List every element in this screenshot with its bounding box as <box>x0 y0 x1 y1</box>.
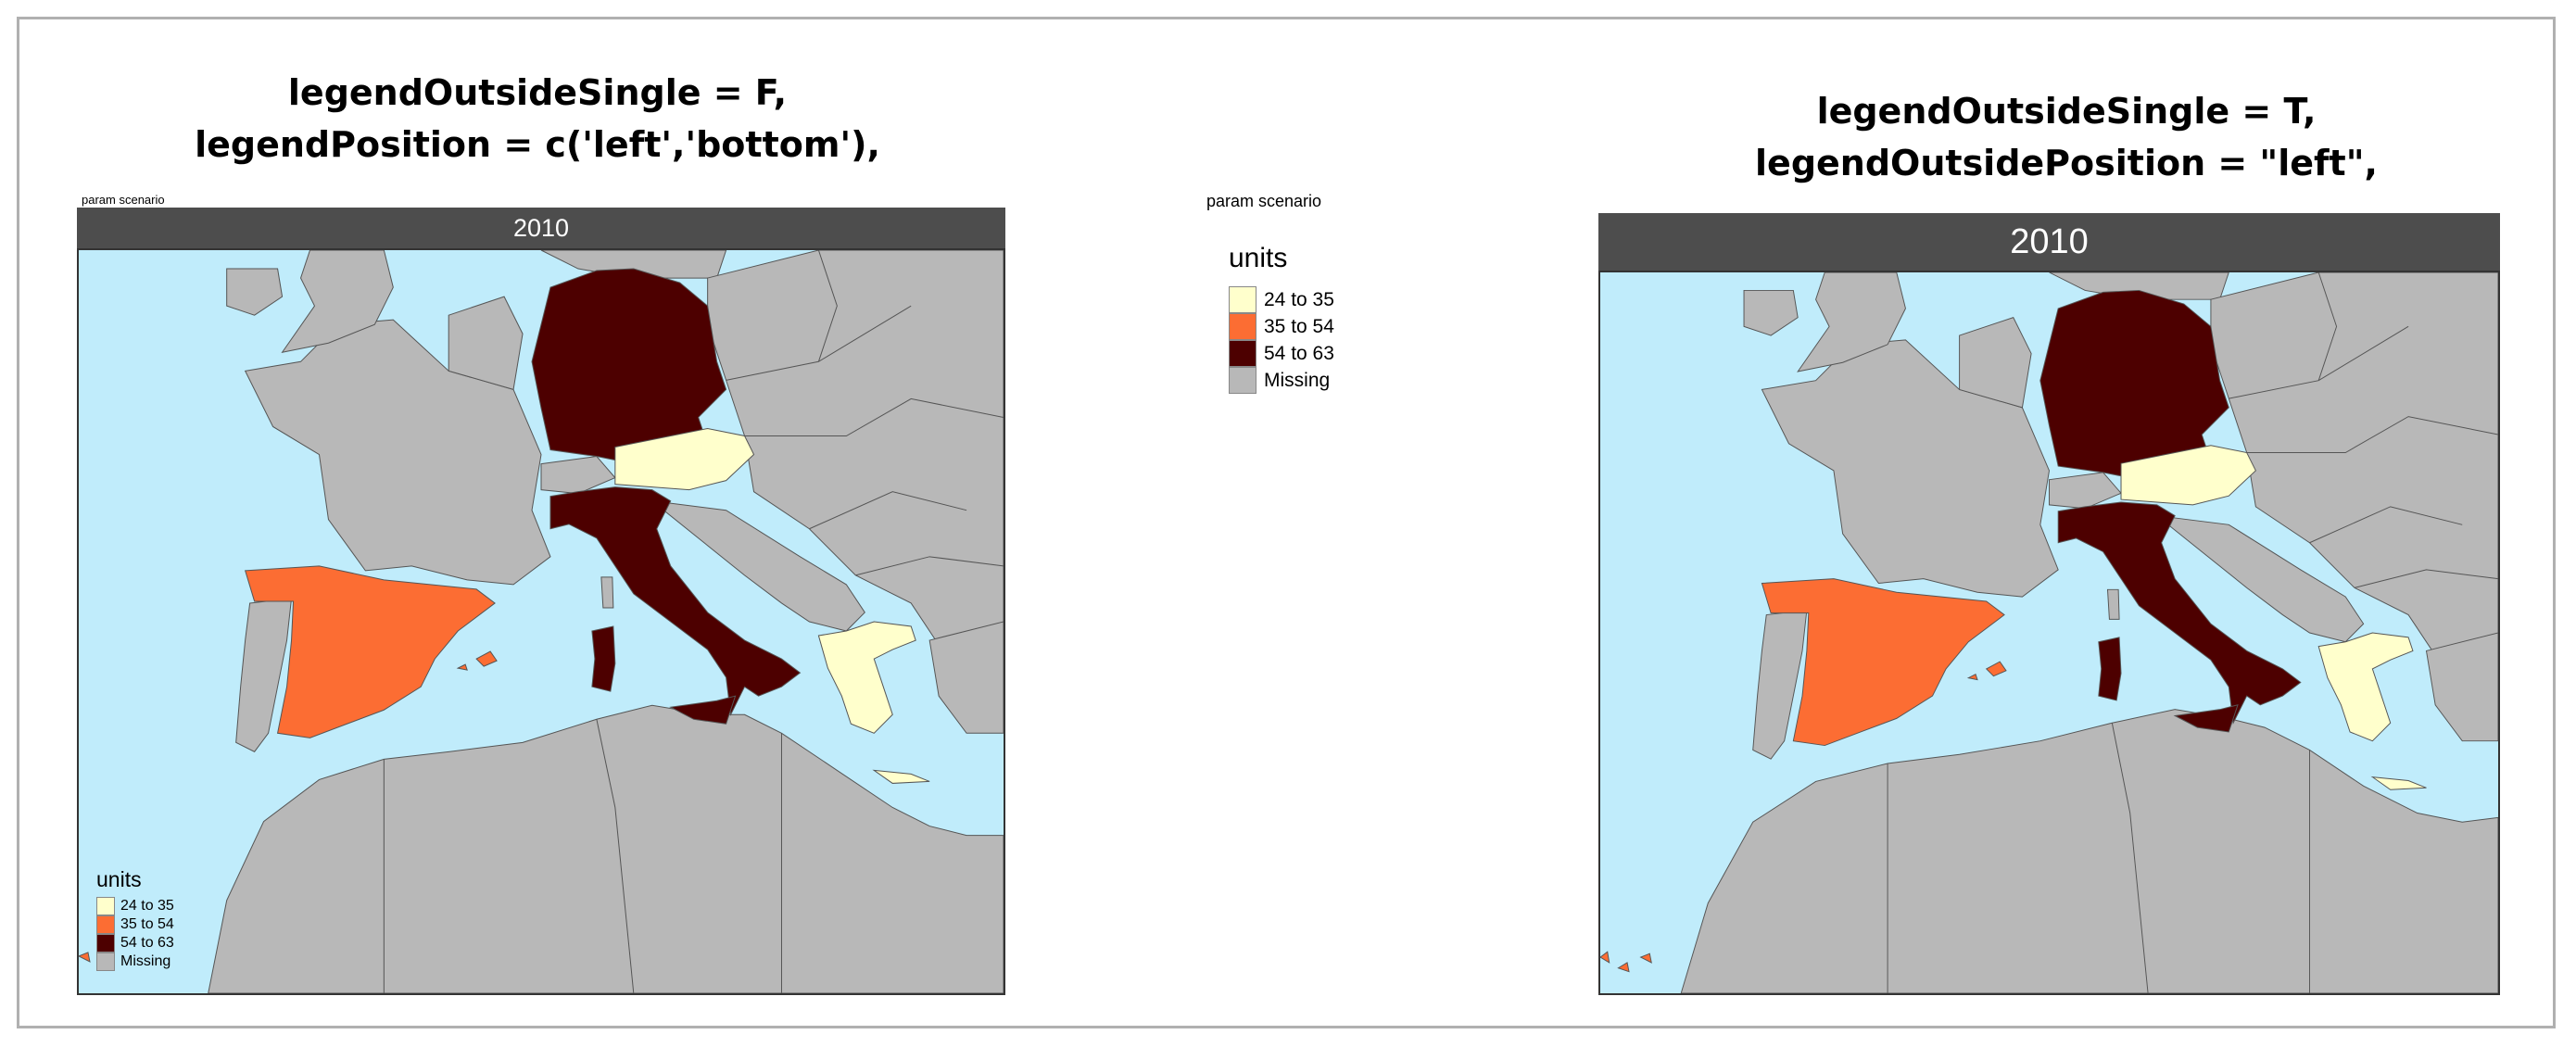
crete-region <box>872 769 930 784</box>
ireland-land <box>226 268 284 316</box>
left-panel-strip: 2010 <box>77 208 1005 248</box>
map-content <box>79 250 1004 993</box>
legend-swatch <box>96 934 115 952</box>
left-legend-item: 54 to 63 <box>96 934 174 952</box>
ireland-land <box>1743 289 1799 336</box>
balearic-islands <box>1966 661 2007 681</box>
austria-region <box>614 427 755 491</box>
great-britain-land <box>281 250 394 354</box>
map-content <box>1600 272 2498 993</box>
legend-label: 24 to 35 <box>120 898 174 914</box>
turkey-land <box>928 621 1004 734</box>
greece-region <box>2317 632 2414 742</box>
middle-legend-item: 35 to 54 <box>1229 313 1334 340</box>
sicily-region <box>2173 704 2239 733</box>
italy-region <box>2057 501 2302 725</box>
left-title: legendOutsideSingle = F, legendPosition … <box>167 67 908 170</box>
sicily-region <box>669 695 737 725</box>
legend-swatch <box>96 915 115 934</box>
legend-label: 24 to 35 <box>1264 288 1334 310</box>
middle-param-label: param scenario <box>1206 192 1322 210</box>
legend-label: 54 to 63 <box>1264 342 1334 364</box>
left-title-line2: legendPosition = c('left','bottom'), <box>195 124 880 165</box>
left-param-label: param scenario <box>82 193 165 207</box>
left-map <box>77 248 1005 995</box>
middle-legend-title: units <box>1229 243 1288 273</box>
spain-region <box>1761 578 2005 747</box>
balearic-islands <box>456 650 498 671</box>
right-title-line2: legendOutsidePosition = "left", <box>1755 143 2378 183</box>
sardinia-region <box>2098 637 2122 701</box>
crete-region <box>2370 776 2427 790</box>
eastern-borders <box>726 250 1004 576</box>
middle-legend-item: 24 to 35 <box>1229 286 1334 313</box>
benelux-land <box>448 296 524 391</box>
legend-label: 54 to 63 <box>120 935 174 951</box>
middle-legend-item: 54 to 63 <box>1229 340 1334 367</box>
right-map <box>1598 271 2500 995</box>
great-britain-land <box>1797 272 1906 372</box>
right-title: legendOutsideSingle = T, legendOutsidePo… <box>1696 85 2437 189</box>
right-panel-strip: 2010 <box>1598 213 2500 271</box>
legend-swatch <box>1229 340 1256 367</box>
switzerland-land <box>2049 472 2122 510</box>
legend-swatch <box>1229 367 1256 394</box>
left-panel-year: 2010 <box>512 214 570 242</box>
turkey-land <box>2425 632 2498 742</box>
left-legend-item: Missing <box>96 952 170 971</box>
greece-region <box>817 621 916 734</box>
legend-label: 35 to 54 <box>1264 315 1334 337</box>
switzerland-land <box>540 456 616 495</box>
spain-region <box>244 565 496 738</box>
austria-region <box>2120 445 2256 506</box>
middle-legend-item: Missing <box>1229 367 1330 394</box>
left-title-line1: legendOutsideSingle = F, <box>287 72 788 113</box>
legend-swatch <box>96 897 115 915</box>
corsica-land <box>600 576 614 609</box>
scandinavia-land <box>2049 272 2229 300</box>
legend-label: 35 to 54 <box>120 916 174 932</box>
africa-borders <box>1887 723 2310 993</box>
corsica-land <box>2106 588 2120 620</box>
left-legend-item: 24 to 35 <box>96 897 174 915</box>
left-legend-item: 35 to 54 <box>96 915 174 934</box>
benelux-land <box>1959 317 2032 409</box>
right-title-line1: legendOutsideSingle = T, <box>1816 91 2317 132</box>
sardinia-region <box>591 625 616 692</box>
italy-region <box>549 486 802 716</box>
eastern-borders <box>2229 272 2498 588</box>
legend-swatch <box>96 952 115 971</box>
portugal-land <box>1752 610 1808 760</box>
legend-label: Missing <box>1264 369 1331 391</box>
legend-swatch <box>1229 286 1256 313</box>
scandinavia-land <box>540 250 727 279</box>
legend-swatch <box>1229 313 1256 340</box>
legend-label: Missing <box>120 953 171 969</box>
portugal-land <box>235 598 293 752</box>
africa-borders <box>383 719 782 993</box>
canary-islands <box>1600 951 1652 973</box>
right-panel-year: 2010 <box>2010 222 2089 261</box>
left-legend-title: units <box>96 867 142 891</box>
